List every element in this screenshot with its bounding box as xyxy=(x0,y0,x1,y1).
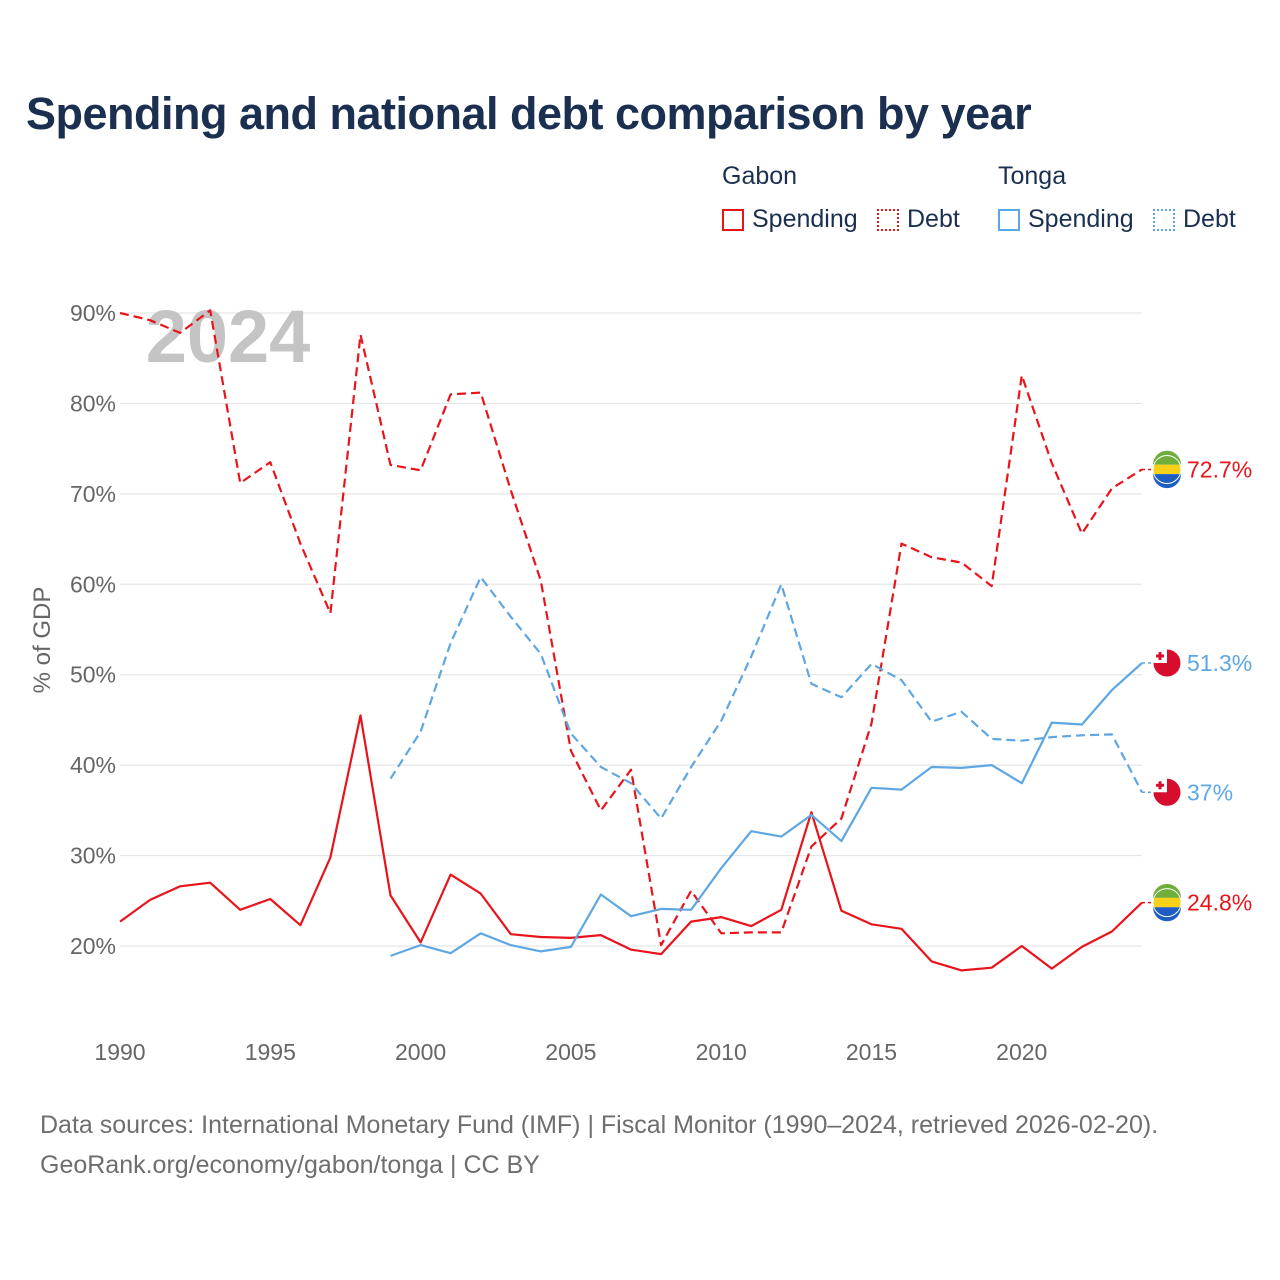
legend-item-gabon-spending[interactable]: Spending xyxy=(722,205,858,234)
y-tick-label: 90% xyxy=(70,300,116,326)
x-tick-label: 2010 xyxy=(696,1039,747,1065)
flag-body xyxy=(1153,778,1181,807)
legend-label: Debt xyxy=(907,205,960,233)
flag-ring xyxy=(1152,777,1182,807)
year-watermark: 2024 xyxy=(146,295,311,378)
tonga-flag-icon xyxy=(1152,777,1182,807)
x-tick-label: 1995 xyxy=(245,1039,296,1065)
y-tick-label: 60% xyxy=(70,571,116,597)
flag-ring xyxy=(1152,648,1182,678)
series-line-tonga-debt xyxy=(389,576,1143,820)
flag-stripe xyxy=(1153,883,1181,898)
flag-ring xyxy=(1152,888,1182,918)
x-tick-label: 2015 xyxy=(846,1039,897,1065)
dotted-swatch-icon xyxy=(877,208,899,231)
chart-title: Spending and national debt comparison by… xyxy=(26,88,1032,139)
flag-stripe xyxy=(1153,450,1181,465)
y-tick-label: 40% xyxy=(70,752,116,778)
y-tick-label: 20% xyxy=(70,933,116,959)
gabon-flag-icon xyxy=(1152,450,1182,489)
footer: Data sources: International Monetary Fun… xyxy=(40,1105,1158,1185)
legend-group-gabon: Gabon xyxy=(722,162,798,190)
y-tick-label: 80% xyxy=(70,390,116,416)
gridlines xyxy=(120,312,1142,947)
end-labels: 24.8% 72.7% 51.3% 37% xyxy=(1142,450,1252,922)
footer-link[interactable]: GeoRank.org/economy/gabon/tonga | CC BY xyxy=(40,1151,540,1179)
end-value-label: 72.7% xyxy=(1187,456,1252,482)
flag-cross xyxy=(1156,654,1164,658)
y-axis: 20% 30% 40% 50% 60% 70% 80% 90% xyxy=(70,300,116,959)
legend-label: Spending xyxy=(1028,205,1134,233)
x-tick-label: 2000 xyxy=(395,1039,446,1065)
solid-swatch-icon xyxy=(998,208,1020,231)
line-chart: 2024 20% 30% 40% 50% 60% 70% 80% 90% 1990 1995 20… xyxy=(29,295,1252,1065)
flag-body xyxy=(1153,648,1181,677)
legend-group-tonga: Tonga xyxy=(998,162,1067,190)
flag-stripe xyxy=(1153,474,1181,489)
flag-stripe xyxy=(1153,897,1181,908)
legend-item-tonga-debt[interactable]: Debt xyxy=(1153,205,1236,234)
y-axis-label: % of GDP xyxy=(29,587,56,694)
y-tick-label: 70% xyxy=(70,481,116,507)
flag-cross xyxy=(1156,783,1164,787)
solid-swatch-icon xyxy=(722,208,744,231)
dotted-swatch-icon xyxy=(1153,208,1175,231)
series-line-tonga-spending xyxy=(390,662,1143,957)
x-tick-label: 2005 xyxy=(545,1039,596,1065)
flag-ring xyxy=(1152,454,1182,484)
y-tick-label: 30% xyxy=(70,843,116,869)
y-tick-label: 50% xyxy=(70,662,116,688)
x-tick-label: 2020 xyxy=(996,1039,1047,1065)
series-line-gabon-spending xyxy=(119,714,1143,972)
series-layer xyxy=(119,309,1143,972)
x-axis: 1990 1995 2000 2005 2010 2015 2020 xyxy=(94,1039,1047,1065)
flag-stripe xyxy=(1153,907,1181,922)
tonga-flag-icon xyxy=(1152,648,1182,678)
gabon-flag-icon xyxy=(1152,883,1182,922)
legend-item-tonga-spending[interactable]: Spending xyxy=(998,205,1134,234)
series-line-gabon-debt xyxy=(119,309,1143,947)
footer-source: Data sources: International Monetary Fun… xyxy=(40,1111,1159,1139)
x-tick-label: 1990 xyxy=(94,1039,145,1065)
end-value-label: 51.3% xyxy=(1187,650,1252,676)
end-value-label: 37% xyxy=(1187,779,1233,805)
end-value-label: 24.8% xyxy=(1187,890,1252,916)
legend-label: Spending xyxy=(752,205,858,233)
legend-label: Debt xyxy=(1183,205,1236,233)
flag-stripe xyxy=(1153,464,1181,475)
legend-item-gabon-debt[interactable]: Debt xyxy=(877,205,960,234)
